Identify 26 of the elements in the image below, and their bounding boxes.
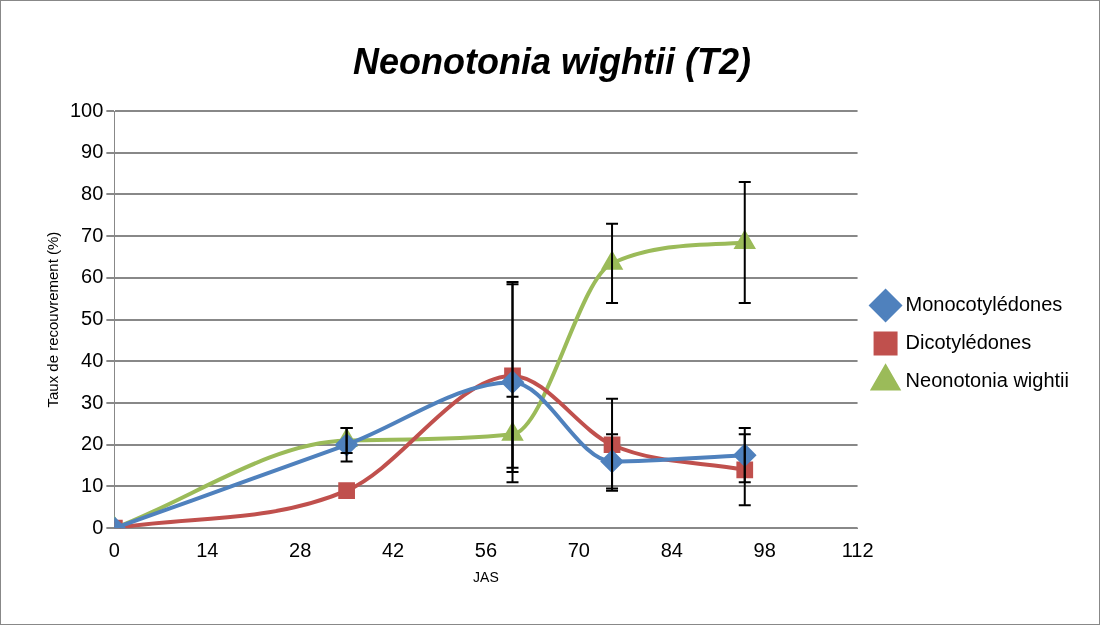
x-tick-label: 112 (841, 538, 874, 561)
chart-title: Neonotonia wightii (T2) (352, 41, 752, 83)
x-axis-title: JAS (473, 569, 499, 586)
legend-label: Dicotylédones (905, 331, 1032, 354)
x-tick-label: 70 (567, 538, 590, 561)
y-tick-label: 60 (81, 265, 104, 288)
x-tick-label: 0 (108, 538, 120, 561)
y-tick-label: 40 (81, 348, 104, 371)
legend-label: Neonotonia wightii (905, 369, 1069, 392)
y-tick-label: 70 (81, 223, 104, 246)
y-tick-label: 100 (69, 98, 104, 121)
y-axis-title: Taux de recouvrement (%) (44, 231, 62, 408)
y-tick-label: 80 (81, 181, 104, 204)
y-tick-label: 0 (92, 515, 104, 538)
x-tick-label: 84 (660, 538, 683, 561)
x-tick-label: 14 (196, 538, 219, 561)
x-tick-label: 98 (753, 538, 776, 561)
x-tick-label: 56 (474, 538, 498, 561)
y-tick-label: 30 (81, 390, 104, 413)
y-tick-label: 50 (81, 307, 104, 330)
x-tick-label: 42 (381, 538, 405, 561)
x-tick-label: 28 (289, 538, 312, 561)
y-tick-label: 10 (81, 474, 104, 496)
y-tick-label: 20 (81, 432, 104, 455)
y-tick-label: 90 (81, 140, 104, 163)
legend-label: Monocotylédones (905, 293, 1063, 316)
